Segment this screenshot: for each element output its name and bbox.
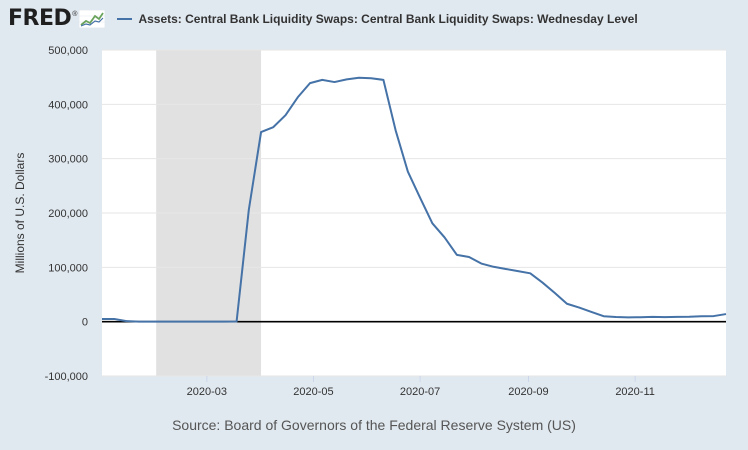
data-point[interactable]: [539, 280, 545, 286]
data-point[interactable]: [699, 313, 705, 319]
data-point[interactable]: [454, 252, 460, 258]
fred-logo[interactable]: FRED ®: [8, 6, 106, 31]
data-point[interactable]: [613, 314, 619, 320]
data-point[interactable]: [552, 290, 558, 296]
data-point[interactable]: [478, 261, 484, 267]
data-point[interactable]: [429, 220, 435, 226]
data-point[interactable]: [319, 77, 325, 83]
data-point[interactable]: [221, 319, 227, 325]
data-point[interactable]: [136, 319, 142, 325]
data-point[interactable]: [417, 195, 423, 201]
data-point[interactable]: [356, 75, 362, 81]
registered-mark: ®: [72, 10, 78, 18]
chart-header: FRED ® Assets: Central Bank Liquidity Sw…: [8, 6, 738, 32]
data-point[interactable]: [331, 79, 337, 85]
y-tick-label: 300,000: [48, 154, 88, 166]
y-tick-label: 400,000: [48, 99, 88, 111]
data-point[interactable]: [246, 207, 252, 213]
data-point[interactable]: [185, 319, 191, 325]
y-axis-ticks: -100,000 0 100,000 200,000 300,000 400,000 500…: [45, 45, 88, 383]
x-tick-label: 2020-07: [400, 386, 440, 398]
fred-logo-text: FRED: [8, 6, 72, 31]
data-point[interactable]: [686, 314, 692, 320]
data-point[interactable]: [405, 169, 411, 175]
data-point[interactable]: [209, 319, 215, 325]
data-point[interactable]: [503, 266, 509, 272]
y-tick-label: 200,000: [48, 208, 88, 220]
data-point[interactable]: [258, 129, 264, 135]
gridlines: [102, 49, 726, 377]
data-point[interactable]: [160, 319, 166, 325]
data-point[interactable]: [111, 316, 117, 322]
data-point[interactable]: [197, 319, 203, 325]
data-point[interactable]: [527, 270, 533, 276]
y-tick-label: 100,000: [48, 262, 88, 274]
data-point[interactable]: [307, 80, 313, 86]
data-point[interactable]: [515, 268, 521, 274]
data-point[interactable]: [637, 314, 643, 320]
data-point[interactable]: [491, 264, 497, 270]
data-point[interactable]: [148, 319, 154, 325]
data-point[interactable]: [442, 234, 448, 240]
data-point[interactable]: [650, 314, 656, 320]
data-point[interactable]: [662, 314, 668, 320]
y-tick-label: -100,000: [45, 371, 88, 383]
data-point[interactable]: [588, 309, 594, 315]
legend-series-label[interactable]: Assets: Central Bank Liquidity Swaps: Ce…: [138, 12, 638, 26]
data-point[interactable]: [234, 319, 240, 325]
data-point[interactable]: [393, 127, 399, 133]
data-point[interactable]: [283, 112, 289, 118]
source-note: Source: Board of Governors of the Federa…: [172, 417, 576, 433]
data-point[interactable]: [270, 124, 276, 130]
data-point[interactable]: [172, 319, 178, 325]
x-tick-label: 2020-09: [508, 386, 548, 398]
data-point[interactable]: [625, 314, 631, 320]
sparkline-chart-icon: [79, 10, 106, 28]
data-point[interactable]: [295, 94, 301, 100]
data-point[interactable]: [99, 316, 105, 322]
data-point[interactable]: [674, 314, 680, 320]
legend-series-swatch: [117, 18, 133, 20]
y-tick-label: 500,000: [48, 45, 88, 57]
data-point[interactable]: [711, 313, 717, 319]
series-layer: [99, 75, 729, 325]
y-tick-label: 0: [82, 317, 88, 329]
data-point[interactable]: [368, 75, 374, 81]
data-point[interactable]: [466, 254, 472, 260]
y-axis-title: Millions of U.S. Dollars: [13, 153, 27, 274]
data-point[interactable]: [344, 76, 350, 82]
x-axis-ticks: 2020-03 2020-05 2020-07 2020-09 2020-11: [187, 376, 655, 398]
data-point[interactable]: [123, 318, 129, 324]
x-tick-label: 2020-11: [615, 386, 655, 398]
x-tick-label: 2020-05: [293, 386, 333, 398]
series-line[interactable]: [102, 76, 727, 323]
data-point[interactable]: [601, 313, 607, 319]
data-point[interactable]: [380, 77, 386, 83]
data-point[interactable]: [576, 305, 582, 311]
x-tick-label: 2020-03: [187, 386, 227, 398]
data-point[interactable]: [564, 301, 570, 307]
data-point[interactable]: [723, 311, 729, 317]
